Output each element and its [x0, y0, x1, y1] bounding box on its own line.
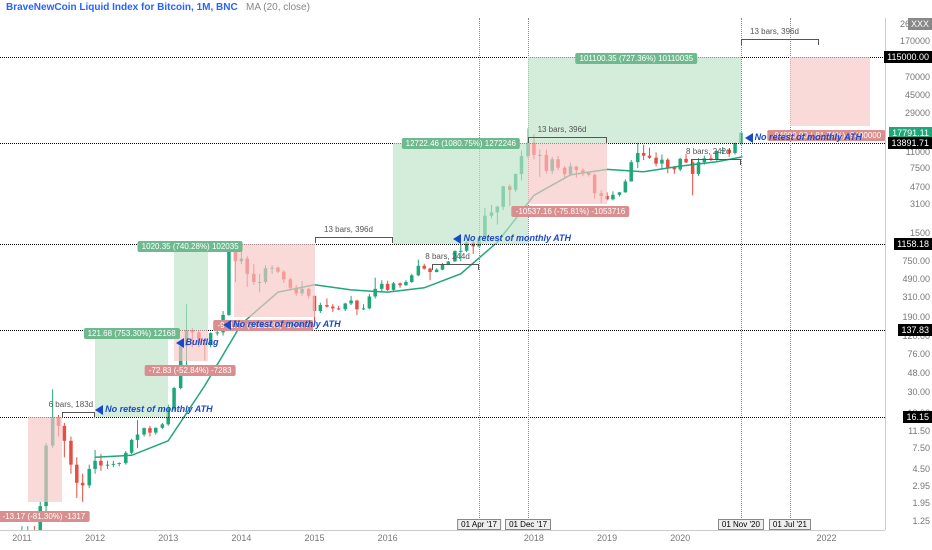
- y-tick: 7500: [910, 163, 930, 173]
- position-box: [28, 417, 62, 502]
- y-tick: 170000: [900, 36, 930, 46]
- price-tag: 1158.18: [894, 238, 932, 250]
- annotation: No retest of monthly ATH: [745, 132, 863, 143]
- y-tick: 7.50: [912, 443, 930, 453]
- price-tag: 137.83: [898, 324, 932, 336]
- annotation: Bullflag: [176, 337, 219, 348]
- y-tick: 310.00: [902, 292, 930, 302]
- y-tick: 76.00: [907, 349, 930, 359]
- box-stat-label: 121.68 (753.30%) 12168: [84, 328, 180, 339]
- y-tick: 48.00: [907, 368, 930, 378]
- x-tick: 2019: [597, 533, 617, 543]
- price-tag: 115000.00: [884, 51, 932, 63]
- y-tick: 1500: [910, 228, 930, 238]
- position-box: [62, 417, 95, 502]
- position-box: [528, 143, 607, 204]
- annotation: No retest of monthly ATH: [223, 319, 341, 330]
- y-tick: 4.50: [912, 464, 930, 474]
- y-tick: 11.50: [908, 426, 930, 436]
- annotation: No retest of monthly ATH: [453, 233, 571, 244]
- bracket-label: 13 bars, 396d: [324, 225, 373, 234]
- y-tick: 30.00: [907, 387, 930, 397]
- vline-date: 01 Dec '17: [505, 519, 551, 530]
- y-axis[interactable]: 1.251.952.954.507.5011.5018.0230.0048.00…: [885, 18, 932, 530]
- duration-bracket: [741, 39, 819, 40]
- y-tick: 3100: [910, 199, 930, 209]
- box-stat-label: -13.17 (-81.30%) -1317: [0, 511, 89, 522]
- duration-bracket: [432, 264, 480, 265]
- bracket-label: 8 bars, 242d: [686, 147, 730, 156]
- x-tick: 2014: [231, 533, 251, 543]
- x-tick: 2015: [304, 533, 324, 543]
- box-stat-label: -10537.16 (-75.81%) -1053716: [512, 206, 629, 217]
- vline: [741, 18, 742, 530]
- x-tick: 2020: [670, 533, 690, 543]
- y-tick: 190.00: [902, 312, 930, 322]
- x-tick: 2013: [158, 533, 178, 543]
- x-tick: 2018: [524, 533, 544, 543]
- y-tick: 490.00: [902, 274, 930, 284]
- duration-bracket: [528, 137, 607, 138]
- bracket-label: 6 bars, 183d: [49, 400, 93, 409]
- position-box: [315, 244, 394, 317]
- duration-bracket: [691, 159, 741, 160]
- y-tick: 45000: [905, 90, 930, 100]
- annotation: No retest of monthly ATH: [95, 404, 213, 415]
- candles-svg: [0, 18, 885, 530]
- y-tick: 29000: [905, 108, 930, 118]
- price-tag: XXX: [908, 18, 932, 30]
- chart-root: BraveNewCoin Liquid Index for Bitcoin, 1…: [0, 0, 932, 550]
- vline-date: 01 Apr '17: [457, 519, 501, 530]
- symbol-title[interactable]: BraveNewCoin Liquid Index for Bitcoin, 1…: [6, 2, 238, 13]
- box-stat-label: 101100.35 (727.36%) 10110035: [576, 53, 698, 64]
- duration-bracket: [315, 237, 394, 238]
- vline-date: 01 Jul '21: [769, 519, 811, 530]
- y-tick: 1.95: [912, 498, 930, 508]
- box-stat-label: 1020.35 (740.28%) 102035: [138, 241, 243, 252]
- chart-header: BraveNewCoin Liquid Index for Bitcoin, 1…: [0, 0, 932, 18]
- vline: [479, 18, 480, 530]
- y-tick: 1.25: [912, 516, 930, 526]
- chart-plot-area[interactable]: 01 Apr '17 01 Dec '17 01 Nov '20 01 Jul '21…: [0, 18, 885, 530]
- y-tick: 750.00: [902, 256, 930, 266]
- x-tick: 2012: [85, 533, 105, 543]
- box-stat-label: 12722.46 (1080.75%) 1272246: [402, 138, 520, 149]
- position-box: [790, 57, 870, 126]
- indicator-label[interactable]: MA (20, close): [246, 2, 310, 13]
- position-box: [234, 244, 314, 317]
- hline: [0, 417, 885, 418]
- bracket-label: 13 bars, 396d: [750, 27, 799, 36]
- x-tick: 2016: [378, 533, 398, 543]
- hline: [0, 244, 885, 245]
- hline: [0, 57, 885, 58]
- x-tick: 2011: [12, 533, 31, 543]
- x-axis[interactable]: 2011 2012 2013 2014 2015 2016 2018 2019 2020 2022: [0, 530, 885, 550]
- bracket-label: 13 bars, 396d: [538, 125, 587, 134]
- vline-date: 01 Nov '20: [718, 519, 764, 530]
- box-stat-label: -72.83 (-52.84%) -7283: [145, 365, 236, 376]
- price-tag: 13891.71: [888, 137, 932, 149]
- bracket-label: 8 bars, 244d: [425, 252, 469, 261]
- position-box: [393, 143, 528, 244]
- position-box: [174, 244, 208, 330]
- y-tick: 2.95: [912, 481, 930, 491]
- duration-bracket: [62, 412, 95, 413]
- price-tag: 16.15: [903, 411, 932, 423]
- y-tick: 70000: [905, 72, 930, 82]
- x-tick: 2022: [816, 533, 836, 543]
- y-tick: 4700: [910, 182, 930, 192]
